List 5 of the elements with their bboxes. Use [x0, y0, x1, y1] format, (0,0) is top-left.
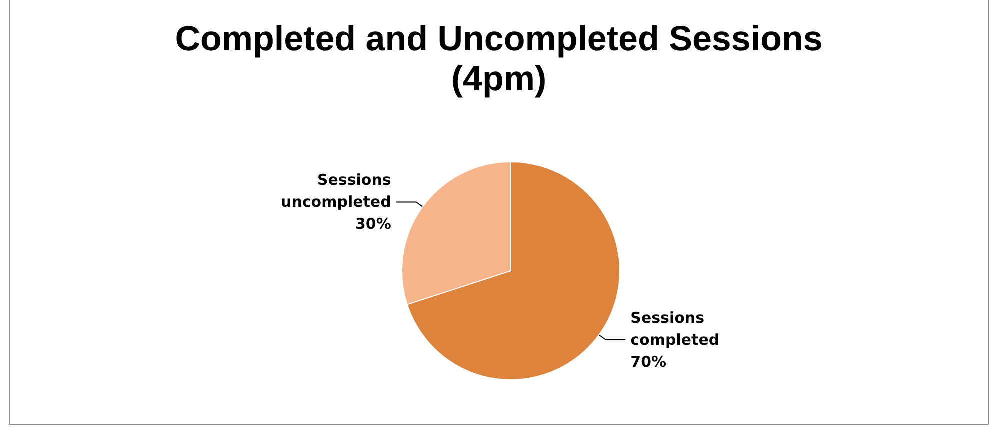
slice-label: Sessions completed [630, 308, 720, 349]
chart-title: Completed and Uncompleted Sessions (4pm) [175, 20, 823, 98]
data-label: 70% [630, 352, 667, 371]
slice-label: Sessions uncompleted [281, 171, 392, 212]
data-label: 30% [355, 215, 392, 234]
